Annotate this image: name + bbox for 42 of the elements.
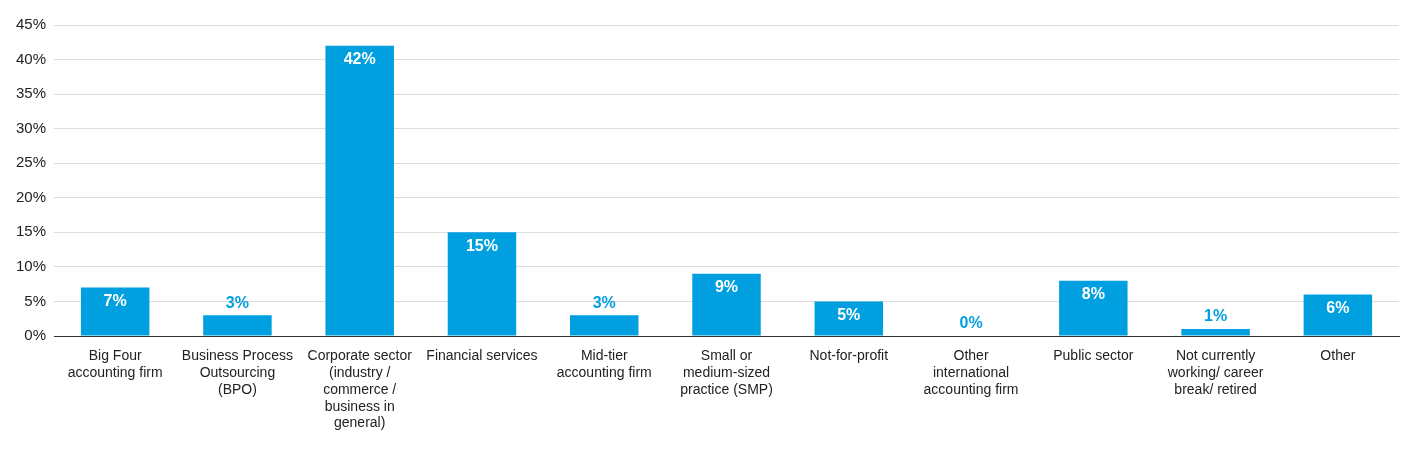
data-label: 3%: [225, 293, 249, 311]
x-tick-label: Other international accounting firm: [923, 347, 1019, 397]
x-tick-label: Public sector: [1053, 347, 1134, 364]
y-tick-label: 25%: [15, 153, 47, 171]
x-tick-label: Not currently working/ career break/ retired: [1166, 347, 1264, 397]
x-tick-label: Other: [1320, 347, 1356, 364]
data-label: 9%: [714, 278, 739, 296]
y-tick-label: 30%: [15, 118, 47, 136]
bar: [447, 232, 517, 336]
x-tick-label: Corporate sector (industry / commerce / business in general): [307, 347, 413, 431]
y-tick-label: 10%: [15, 257, 47, 275]
y-tick-label: 15%: [15, 222, 47, 240]
data-label: 8%: [1081, 285, 1105, 303]
bar: [1059, 280, 1128, 336]
y-tick-label: 35%: [15, 84, 47, 102]
data-label: 42%: [343, 50, 376, 68]
data-label: 7%: [103, 292, 127, 310]
data-label: 1%: [1204, 307, 1228, 325]
y-tick-label: 45%: [15, 15, 47, 33]
data-label: 0%: [959, 314, 983, 332]
y-tick-label: 20%: [15, 187, 47, 205]
bar: [1181, 329, 1250, 336]
bar: [814, 301, 884, 336]
bar: [692, 273, 761, 336]
x-tick-label: Business Process Outsourcing (BPO): [181, 347, 294, 397]
y-tick-label: 0%: [24, 326, 47, 344]
bar: [325, 45, 394, 336]
x-tick-label: Small or medium-sized practice (SMP): [680, 347, 773, 397]
x-tick-label: Financial services: [426, 347, 538, 364]
x-tick-label: Big Four accounting firm: [67, 347, 163, 381]
data-label: 15%: [465, 236, 498, 254]
x-tick-label: Not-for-profit: [809, 347, 889, 364]
data-label: 6%: [1326, 298, 1350, 316]
bar: [1303, 294, 1373, 336]
bar: [80, 287, 150, 336]
data-label: 5%: [837, 305, 861, 323]
x-tick-label: Mid-tier accounting firm: [556, 347, 652, 381]
y-tick-label: 40%: [15, 49, 47, 67]
data-label: 3%: [592, 293, 616, 311]
bar: [570, 315, 639, 336]
y-tick-label: 5%: [24, 291, 47, 309]
bar: [203, 315, 272, 336]
